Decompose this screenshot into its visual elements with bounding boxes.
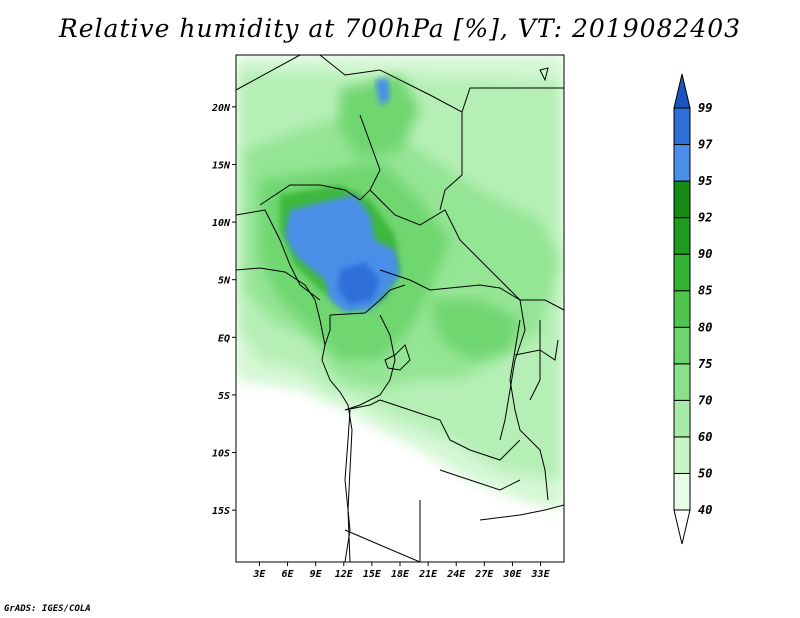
- humidity-field: [236, 55, 564, 562]
- colorbar-label: 60: [698, 430, 712, 444]
- colorbar-box: [673, 217, 691, 255]
- colorbar-label: 75: [698, 357, 712, 371]
- colorbar-label: 97: [698, 138, 713, 152]
- humidity-region-north-97: [375, 78, 390, 105]
- latitude-axis: 20N 15N 10N 5N EQ 5S 10S 15S: [211, 103, 236, 517]
- lon-tick-label: 18E: [391, 569, 410, 580]
- colorbar-box: [673, 363, 691, 401]
- lon-tick-label: 27E: [474, 569, 494, 580]
- colorbar-box: [673, 399, 691, 438]
- lon-tick-label: 33E: [531, 569, 551, 580]
- humidity-region-north-80: [340, 75, 420, 160]
- lat-tick-label: 10S: [212, 449, 230, 460]
- lon-tick-label: 21E: [418, 569, 438, 580]
- lon-tick-label: 30E: [502, 569, 522, 580]
- lat-tick-label: 15N: [212, 160, 231, 171]
- lon-tick-label: 24E: [446, 569, 466, 580]
- colorbar-lower-extension: [673, 509, 691, 545]
- colorbar-label: 92: [698, 211, 712, 225]
- lon-tick-label: 3E: [252, 569, 266, 580]
- colorbar-label: 99: [698, 101, 712, 115]
- colorbar-box: [673, 107, 691, 146]
- lat-tick-label: EQ: [218, 333, 230, 344]
- colorbar-label: 90: [698, 247, 712, 261]
- colorbar-box: [673, 326, 691, 365]
- lat-tick-label: 20N: [211, 103, 231, 114]
- lon-tick-label: 15E: [363, 569, 382, 580]
- colorbar-label: 80: [698, 320, 712, 334]
- colorbar-box: [673, 436, 691, 474]
- lat-tick-label: 5S: [218, 391, 230, 402]
- humidity-region-east-80: [430, 300, 520, 360]
- colorbar-box: [673, 472, 691, 511]
- colorbar-upper-extension: [673, 73, 691, 109]
- lon-tick-label: 12E: [335, 569, 354, 580]
- map-title: Relative humidity at 700hPa [%], VT: 201…: [58, 14, 742, 43]
- lat-tick-label: 5N: [218, 276, 231, 287]
- colorbar-label: 40: [698, 503, 712, 517]
- colorbar-label: 95: [698, 174, 712, 188]
- colorbar-box: [673, 253, 691, 292]
- colorbar-box: [673, 290, 691, 328]
- humidity-region-99: [338, 262, 380, 305]
- lat-tick-label: 10N: [212, 218, 231, 229]
- country-borders: [236, 55, 564, 562]
- colorbar-label: 50: [698, 466, 712, 480]
- colorbar-label: 70: [698, 393, 712, 407]
- coastline: [236, 67, 549, 562]
- longitude-axis: 3E 6E 9E 12E 15E 18E 21E 24E 27E 30E 33E: [252, 562, 551, 580]
- lon-tick-label: 6E: [282, 569, 295, 580]
- lon-tick-label: 9E: [310, 569, 323, 580]
- colorbar-box: [673, 180, 691, 219]
- colorbar: 40 50 60 70 75 80 85 90 92 95 97 99: [673, 73, 713, 545]
- colorbar-box: [673, 144, 691, 182]
- colorbar-label: 85: [698, 284, 712, 298]
- footer-credit: GrADS: IGES/COLA: [4, 604, 91, 614]
- lat-tick-label: 15S: [212, 506, 230, 517]
